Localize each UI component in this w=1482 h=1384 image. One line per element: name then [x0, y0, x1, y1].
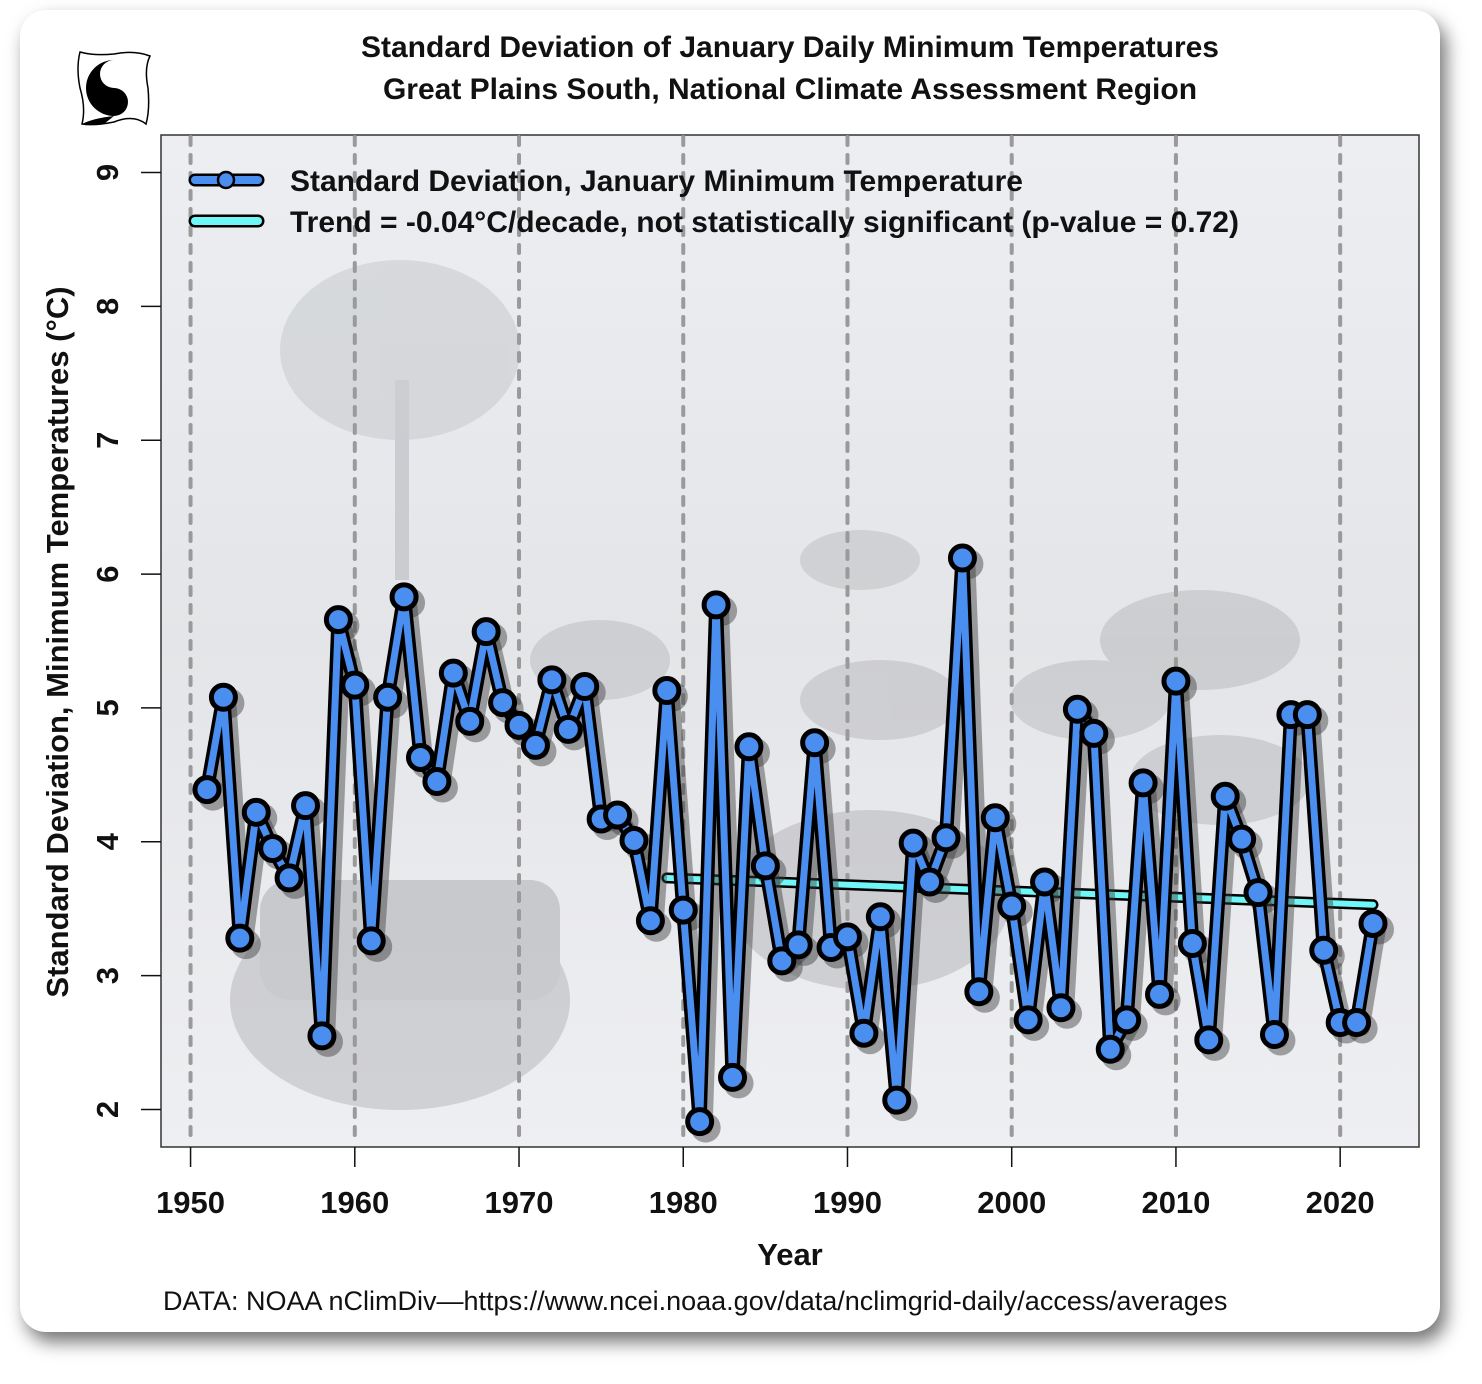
data-point [1095, 1034, 1125, 1064]
data-point [570, 672, 600, 702]
data-point [685, 1107, 715, 1137]
chart-title: Standard Deviation of January Daily Mini… [361, 31, 1219, 64]
data-point [1342, 1008, 1372, 1038]
data-point [241, 797, 271, 827]
data-point [422, 767, 452, 797]
data-point [619, 825, 649, 855]
y-tick-label: 4 [90, 832, 125, 850]
data-point [1309, 935, 1339, 965]
legend-item-series: Standard Deviation, January Minimum Temp… [188, 165, 1023, 198]
x-axis-label: Year [757, 1237, 823, 1272]
data-point [1079, 718, 1109, 748]
data-point [865, 902, 895, 932]
data-point [455, 706, 485, 736]
data-point [718, 1062, 748, 1092]
data-point [291, 791, 321, 821]
x-tick-label: 1990 [813, 1185, 882, 1220]
data-point [980, 803, 1010, 833]
y-tick-label: 6 [90, 565, 125, 582]
x-tick-label: 2020 [1306, 1185, 1375, 1220]
data-point [1210, 781, 1240, 811]
data-point [1177, 929, 1207, 959]
chart-subtitle: Great Plains South, National Climate Ass… [382, 73, 1198, 106]
data-point [1194, 1025, 1224, 1055]
y-tick-label: 5 [90, 699, 125, 716]
y-axis-label: Standard Deviation, Minimum Temperatures… [40, 286, 75, 997]
data-point [1145, 979, 1175, 1009]
x-tick-label: 2010 [1141, 1185, 1210, 1220]
data-point [258, 833, 288, 863]
data-point [931, 823, 961, 853]
data-point [504, 710, 534, 740]
legend-item-trend: Trend = -0.04°C/decade, not statisticall… [188, 206, 1239, 239]
data-point [832, 922, 862, 952]
data-point [1259, 1020, 1289, 1050]
x-tick-label: 1950 [156, 1185, 225, 1220]
data-point [668, 895, 698, 925]
data-point [915, 867, 945, 897]
data-point [1013, 1005, 1043, 1035]
data-point [652, 676, 682, 706]
y-tick-label: 7 [90, 432, 125, 449]
data-point [1227, 824, 1257, 854]
data-point [1112, 1005, 1142, 1035]
data-point [1243, 878, 1273, 908]
y-tick-label: 2 [90, 1101, 125, 1118]
data-point [323, 605, 353, 635]
y-tick-label: 3 [90, 967, 125, 984]
data-point [898, 828, 928, 858]
data-point [1030, 867, 1060, 897]
legend-series-marker [216, 170, 236, 190]
data-point [356, 926, 386, 956]
data-point [964, 977, 994, 1007]
data-point [750, 851, 780, 881]
data-point [471, 617, 501, 647]
data-point [701, 590, 731, 620]
data-point [438, 658, 468, 688]
data-point [997, 891, 1027, 921]
data-point [405, 742, 435, 772]
data-point [849, 1018, 879, 1048]
data-point [800, 728, 830, 758]
data-point [389, 582, 419, 612]
data-point [603, 800, 633, 830]
data-point [274, 863, 304, 893]
data-point [553, 714, 583, 744]
data-point [340, 670, 370, 700]
yin-yang-cat-logo-icon [77, 51, 152, 126]
data-point [307, 1021, 337, 1051]
data-point [373, 682, 403, 712]
data-point [1161, 666, 1191, 696]
data-point [208, 682, 238, 712]
x-tick-label: 1970 [485, 1185, 554, 1220]
data-point [488, 688, 518, 718]
data-point [1046, 993, 1076, 1023]
data-point [537, 665, 567, 695]
data-source-note: DATA: NOAA nClimDiv—https://www.ncei.noa… [163, 1286, 1228, 1316]
data-point [1128, 768, 1158, 798]
y-tick-label: 9 [90, 164, 125, 181]
data-point [520, 730, 550, 760]
x-tick-label: 2000 [977, 1185, 1046, 1220]
data-point [192, 775, 222, 805]
legend-series-label: Standard Deviation, January Minimum Temp… [290, 165, 1023, 198]
data-point [783, 930, 813, 960]
data-point [1292, 700, 1322, 730]
data-point [635, 906, 665, 936]
x-tick-label: 1960 [320, 1185, 389, 1220]
x-tick-label: 1980 [649, 1185, 718, 1220]
data-point [947, 543, 977, 573]
data-point [734, 732, 764, 762]
data-point [882, 1085, 912, 1115]
data-point [225, 923, 255, 953]
legend-trend-label: Trend = -0.04°C/decade, not statisticall… [290, 206, 1239, 239]
y-tick-label: 8 [90, 298, 125, 315]
data-point [1358, 908, 1388, 938]
data-point [1062, 694, 1092, 724]
